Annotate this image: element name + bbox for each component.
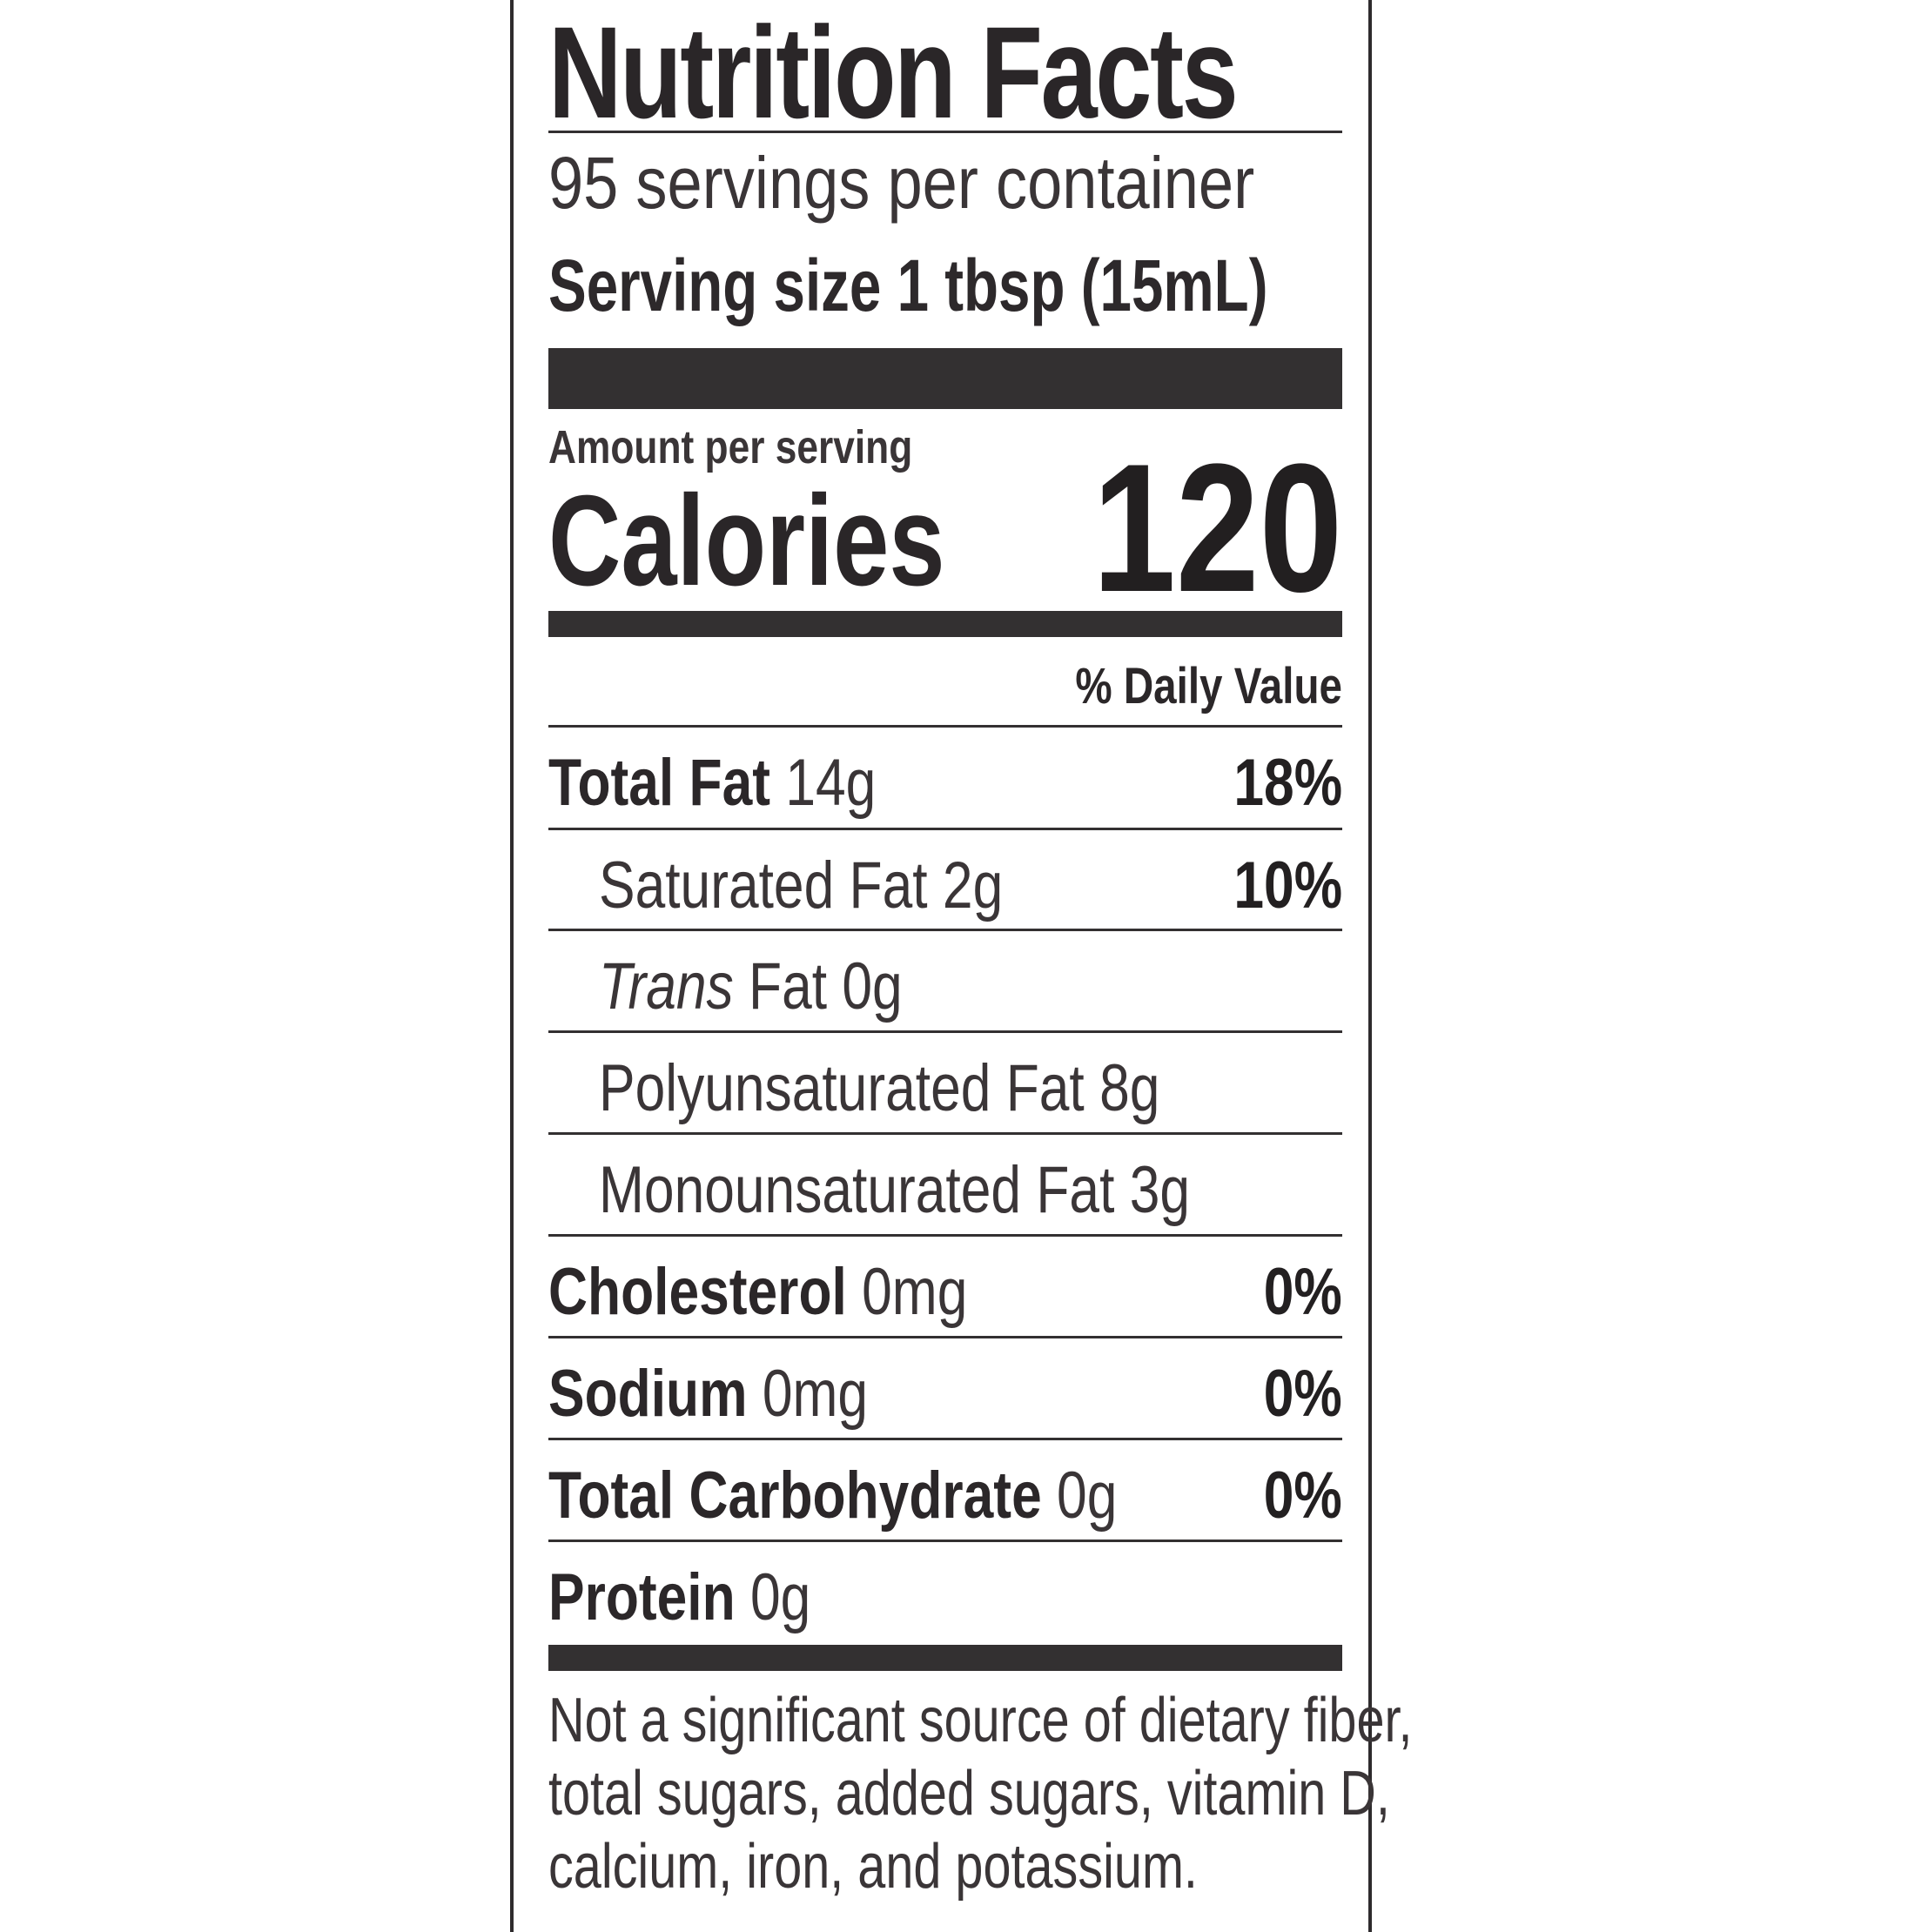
nutrient-name: Polyunsaturated Fat	[599, 1051, 1085, 1125]
nutrient-name: Total Fat	[548, 746, 771, 820]
nutrient-amount: 3g	[1129, 1153, 1191, 1227]
nutrient-row-total-fat: Total Fat 14g 18%	[548, 728, 1342, 828]
label-title: Nutrition Facts	[548, 0, 1239, 145]
divider	[548, 1438, 1342, 1440]
nutrient-name: Trans	[599, 949, 734, 1023]
nutrient-row-protein: Protein 0g	[548, 1542, 1342, 1643]
nutrient-percent: 0%	[1263, 1255, 1342, 1329]
divider	[548, 929, 1342, 931]
divider	[548, 131, 1342, 133]
nutrient-amount: 0mg	[862, 1255, 968, 1329]
nutrient-name: Sodium	[548, 1357, 748, 1431]
nutrient-percent: 10%	[1233, 849, 1342, 922]
medium-divider	[548, 611, 1342, 637]
amount-per-serving: Amount per serving	[548, 421, 913, 473]
divider	[548, 1030, 1342, 1033]
nutrient-name: Protein	[548, 1560, 736, 1634]
nutrient-amount: 0g	[750, 1560, 811, 1634]
serving-size: Serving size 1 tbsp (15mL)	[548, 245, 1268, 326]
divider	[548, 1132, 1342, 1135]
nutrient-amount: 0mg	[762, 1357, 869, 1431]
nutrient-amount: Fat 0g	[749, 949, 903, 1023]
footnote: Not a significant source of dietary fibe…	[548, 1684, 1413, 1903]
medium-divider	[548, 1645, 1342, 1671]
nutrient-row-trans-fat: Trans Fat 0g	[548, 931, 1342, 1032]
nutrient-amount: 8g	[1099, 1051, 1160, 1125]
label-panel: Nutrition Facts 95 servings per containe…	[510, 0, 1413, 1932]
nutrient-row-saturated-fat: Saturated Fat 2g 10%	[548, 830, 1342, 931]
nutrient-row-polyunsaturated-fat: Polyunsaturated Fat 8g	[548, 1033, 1342, 1134]
nutrient-name: Total Carbohydrate	[548, 1459, 1042, 1533]
divider	[548, 1540, 1342, 1542]
nutrient-amount: 2g	[942, 849, 1004, 922]
calories-label: Calories	[548, 469, 945, 613]
calories-value: 120	[1092, 426, 1342, 630]
nutrient-row-cholesterol: Cholesterol 0mg 0%	[548, 1237, 1342, 1338]
nutrient-percent: 0%	[1263, 1459, 1342, 1533]
nutrition-facts-label: Nutrition Facts 95 servings per containe…	[548, 0, 1413, 1915]
nutrient-row-sodium: Sodium 0mg 0%	[548, 1338, 1342, 1439]
daily-value-header: % Daily Value	[1075, 658, 1342, 714]
nutrient-name: Cholesterol	[548, 1255, 847, 1329]
nutrient-name: Saturated Fat	[599, 849, 928, 922]
servings-per-container: 95 servings per container	[548, 142, 1255, 224]
thick-divider	[548, 348, 1342, 409]
divider	[548, 828, 1342, 830]
footnote-line: Not a significant source of dietary fibe…	[548, 1686, 1413, 1755]
nutrient-row-total-carbohydrate: Total Carbohydrate 0g 0%	[548, 1440, 1342, 1541]
nutrient-amount: 0g	[1057, 1459, 1118, 1533]
divider	[548, 1234, 1342, 1237]
divider	[548, 725, 1342, 728]
divider	[548, 1336, 1342, 1338]
nutrient-percent: 0%	[1263, 1357, 1342, 1431]
nutrient-percent: 18%	[1233, 746, 1342, 820]
nutrient-name: Monounsaturated Fat	[599, 1153, 1115, 1227]
footnote-line: calcium, iron, and potassium.	[548, 1832, 1198, 1902]
nutrient-amount: 14g	[785, 746, 877, 820]
nutrient-row-monounsaturated-fat: Monounsaturated Fat 3g	[548, 1135, 1342, 1236]
footnote-line: total sugars, added sugars, vitamin D,	[548, 1759, 1390, 1828]
